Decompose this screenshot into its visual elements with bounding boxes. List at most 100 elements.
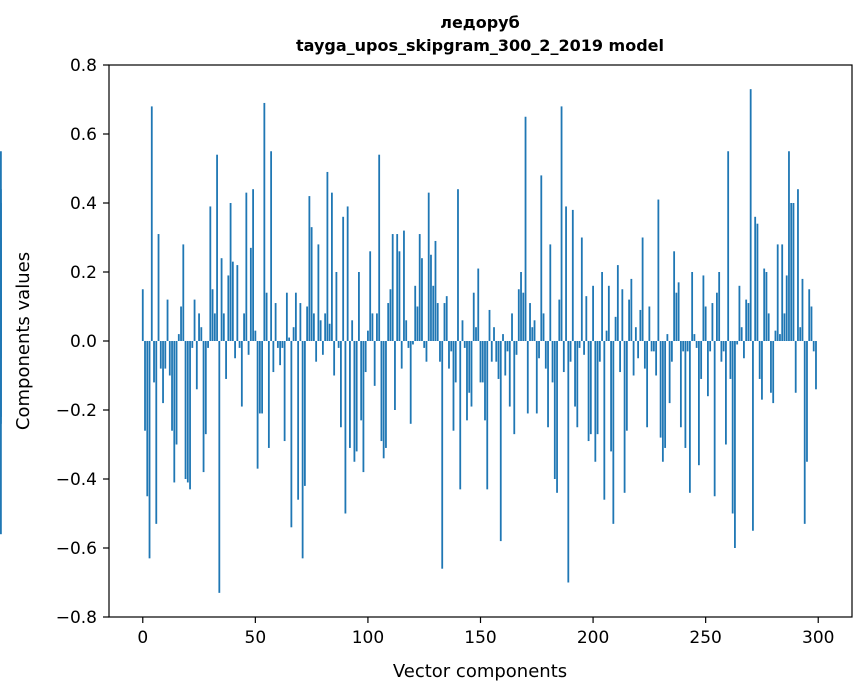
bar-158: [497, 341, 500, 379]
bar-25: [198, 313, 200, 341]
bar-266: [740, 327, 743, 341]
bar-282: [776, 244, 779, 341]
bar-60: [276, 341, 279, 348]
bar-224: [646, 341, 649, 428]
bar-190: [569, 341, 572, 362]
bar-7: [157, 234, 160, 341]
bar-242: [686, 341, 689, 352]
bar-29: [207, 341, 209, 348]
bar-55: [265, 292, 268, 341]
bar-8: [159, 341, 162, 369]
bar-28: [204, 341, 207, 435]
bar-111: [391, 234, 394, 341]
bar-279: [770, 341, 772, 393]
bar-117: [405, 320, 408, 341]
bar-182: [551, 341, 554, 383]
bar-192: [574, 341, 576, 407]
bar-30: [209, 206, 212, 341]
y-tick-label: −0.8: [56, 608, 97, 628]
bar-108: [385, 341, 387, 448]
bar-140: [457, 189, 459, 341]
x-tick-label: 0: [137, 628, 148, 648]
bar-82: [326, 171, 329, 341]
bar-260: [727, 151, 730, 341]
bar-226: [650, 341, 653, 352]
bar-63: [283, 341, 286, 442]
bar-36: [222, 313, 225, 341]
bar-196: [583, 341, 585, 355]
bar-167: [517, 289, 520, 341]
bar-134: [443, 303, 446, 341]
bar-142: [461, 320, 464, 341]
bar-113: [396, 234, 399, 341]
bar-132: [439, 341, 441, 362]
bar-243: [688, 341, 691, 493]
bar-177: [540, 175, 543, 341]
y-axis-ticks: −0.8 −0.6 −0.4 −0.2 0.0 0.2 0.4 0.6 0.8: [56, 56, 109, 628]
bar-109: [387, 303, 390, 341]
y-tick-label: 0.2: [70, 263, 97, 283]
bar-254: [713, 341, 716, 497]
bar-89: [342, 216, 345, 341]
bar-213: [621, 289, 624, 341]
bar-237: [675, 292, 678, 341]
bar-48: [249, 247, 252, 341]
y-tick-label: −0.2: [56, 401, 97, 421]
bar-124: [421, 258, 423, 341]
bar-212: [619, 341, 621, 373]
bar-172: [529, 303, 531, 341]
bar-209: [612, 341, 615, 524]
bar-40: [231, 261, 234, 341]
bar-18: [182, 244, 185, 341]
bar-10: [164, 341, 167, 369]
x-tick-label: 150: [464, 628, 496, 648]
bar-43: [238, 341, 241, 348]
bar-160: [502, 334, 504, 341]
bar-73: [306, 306, 309, 341]
bar-39: [229, 203, 232, 341]
bar-257: [720, 341, 723, 362]
bar-148: [475, 327, 477, 341]
bar-101: [369, 251, 372, 341]
bar-24: [195, 341, 198, 390]
x-tick-label: 250: [689, 628, 721, 648]
bar-264: [736, 341, 739, 345]
bar-277: [765, 272, 768, 341]
bar-199: [589, 341, 592, 435]
bar-150: [479, 341, 482, 383]
bar-70: [299, 303, 302, 341]
bar-20: [186, 341, 189, 483]
bar-256: [718, 272, 721, 341]
bar-164: [511, 313, 513, 341]
bar-4: [150, 106, 153, 342]
bar-155: [490, 341, 493, 362]
bar-94: [353, 341, 356, 462]
bar-255: [716, 292, 718, 341]
bar-122: [416, 306, 419, 341]
bar-181: [549, 244, 552, 341]
bar-198: [587, 341, 590, 442]
bar-183: [553, 341, 556, 479]
bar-92: [349, 341, 351, 448]
bar-100: [367, 330, 369, 341]
bar-168: [520, 272, 522, 341]
bar-202: [596, 341, 599, 435]
x-tick-label: 50: [245, 628, 267, 648]
bar-230: [659, 341, 662, 438]
bar-227: [652, 341, 655, 352]
bar-197: [585, 296, 588, 341]
bar-310: [0, 341, 2, 535]
bar-96: [358, 272, 360, 341]
bar-232: [664, 341, 667, 448]
bar-91: [346, 206, 349, 341]
bar-65: [288, 337, 291, 341]
bar-86: [335, 272, 338, 341]
bar-285: [783, 313, 786, 341]
bar-233: [666, 334, 669, 341]
bar-157: [495, 341, 498, 362]
bar-267: [743, 341, 745, 359]
bar-275: [761, 341, 763, 400]
bar-105: [378, 154, 381, 341]
